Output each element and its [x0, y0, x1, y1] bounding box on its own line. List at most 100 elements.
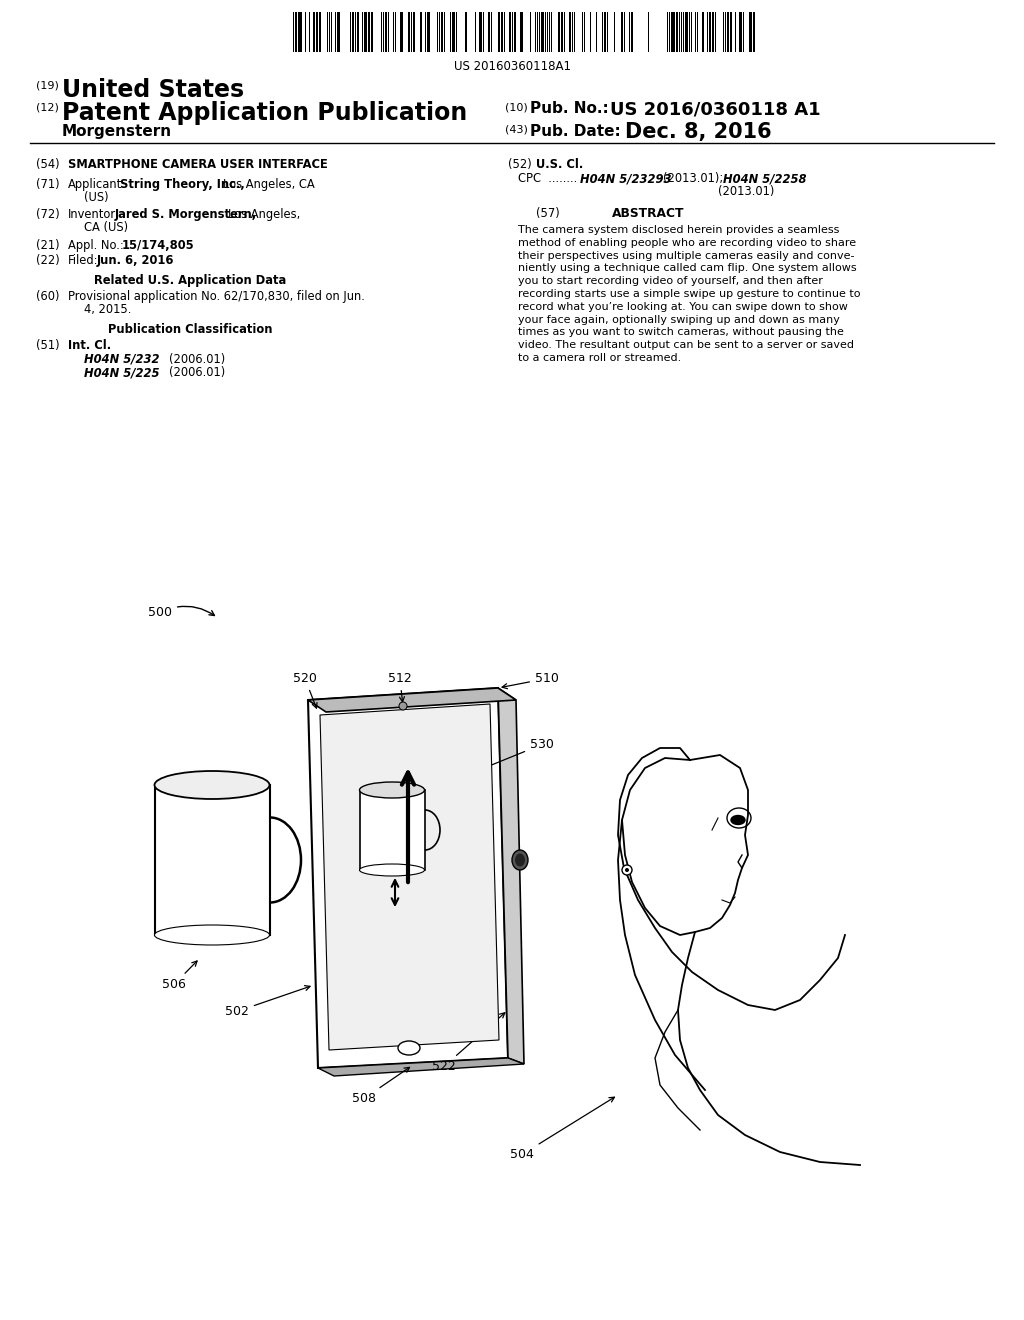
Bar	[501, 12, 503, 51]
Bar	[730, 12, 732, 51]
Text: you to start recording video of yourself, and then after: you to start recording video of yourself…	[518, 276, 823, 286]
Bar	[337, 12, 340, 51]
Text: CPC  ........: CPC ........	[518, 172, 578, 185]
Polygon shape	[155, 785, 270, 935]
Bar	[452, 12, 455, 51]
Bar	[514, 12, 516, 51]
Text: CA (US): CA (US)	[84, 220, 128, 234]
Ellipse shape	[731, 816, 745, 825]
Text: Provisional application No. 62/170,830, filed on Jun.: Provisional application No. 62/170,830, …	[68, 290, 365, 304]
Text: 510: 510	[502, 672, 559, 689]
Text: H04N 5/225: H04N 5/225	[84, 366, 160, 379]
Text: H04N 5/23293: H04N 5/23293	[580, 172, 672, 185]
Ellipse shape	[155, 925, 269, 945]
Text: Jun. 6, 2016: Jun. 6, 2016	[97, 253, 174, 267]
Bar	[319, 12, 321, 51]
Text: Los Angeles, CA: Los Angeles, CA	[223, 178, 314, 191]
Text: US 2016/0360118 A1: US 2016/0360118 A1	[610, 102, 820, 119]
Text: 508: 508	[352, 1068, 410, 1105]
Circle shape	[399, 702, 407, 710]
Bar	[702, 12, 705, 51]
Text: Int. Cl.: Int. Cl.	[68, 339, 112, 352]
Text: H04N 5/232: H04N 5/232	[84, 352, 160, 366]
Bar	[709, 12, 711, 51]
Text: 506: 506	[162, 961, 197, 991]
Bar	[561, 12, 563, 51]
Text: video. The resultant output can be sent to a server or saved: video. The resultant output can be sent …	[518, 341, 854, 350]
Text: Pub. Date:: Pub. Date:	[530, 124, 621, 139]
Bar	[295, 12, 297, 51]
Bar	[676, 12, 678, 51]
Text: (60): (60)	[36, 290, 59, 304]
Bar	[558, 12, 560, 51]
Text: (US): (US)	[84, 191, 109, 205]
Text: times as you want to switch cameras, without pausing the: times as you want to switch cameras, wit…	[518, 327, 844, 338]
Text: record what you’re looking at. You can swipe down to show: record what you’re looking at. You can s…	[518, 302, 848, 312]
Bar	[368, 12, 370, 51]
Bar	[400, 12, 403, 51]
Text: 522: 522	[432, 1012, 505, 1073]
Polygon shape	[319, 704, 499, 1049]
Text: your face again, optionally swiping up and down as many: your face again, optionally swiping up a…	[518, 314, 840, 325]
Ellipse shape	[515, 854, 525, 866]
Text: Patent Application Publication: Patent Application Publication	[62, 102, 467, 125]
Text: ABSTRACT: ABSTRACT	[611, 207, 684, 220]
Bar	[479, 12, 482, 51]
Text: 520: 520	[293, 672, 317, 708]
Bar	[498, 12, 500, 51]
Bar	[685, 12, 688, 51]
Text: Morgenstern: Morgenstern	[62, 124, 172, 139]
Text: Related U.S. Application Data: Related U.S. Application Data	[94, 275, 286, 286]
Polygon shape	[498, 688, 524, 1064]
Ellipse shape	[512, 850, 528, 870]
Polygon shape	[308, 688, 516, 711]
Bar	[465, 12, 467, 51]
Text: Jared S. Morgenstern,: Jared S. Morgenstern,	[115, 209, 257, 220]
Bar	[313, 12, 315, 51]
Bar	[727, 12, 729, 51]
Text: United States: United States	[62, 78, 244, 102]
Bar	[753, 12, 755, 51]
Text: Appl. No.:: Appl. No.:	[68, 239, 124, 252]
Text: (54): (54)	[36, 158, 59, 172]
Text: (51): (51)	[36, 339, 59, 352]
Text: Dec. 8, 2016: Dec. 8, 2016	[625, 121, 772, 143]
Text: (12): (12)	[36, 103, 58, 114]
Text: 504: 504	[510, 1097, 614, 1162]
Bar	[413, 12, 415, 51]
Bar	[749, 12, 752, 51]
Text: (10): (10)	[505, 103, 527, 114]
Text: (19): (19)	[36, 81, 58, 90]
Bar	[541, 12, 544, 51]
Bar	[739, 12, 742, 51]
Bar	[364, 12, 367, 51]
Ellipse shape	[359, 865, 425, 876]
Bar	[621, 12, 623, 51]
Bar	[631, 12, 633, 51]
Bar	[604, 12, 606, 51]
Text: Los Angeles,: Los Angeles,	[228, 209, 300, 220]
Text: 15/174,805: 15/174,805	[122, 239, 195, 252]
Polygon shape	[360, 789, 425, 870]
Text: (52): (52)	[508, 158, 531, 172]
Text: H04N 5/2258: H04N 5/2258	[723, 172, 807, 185]
Bar	[408, 12, 410, 51]
Text: niently using a technique called cam flip. One system allows: niently using a technique called cam fli…	[518, 264, 857, 273]
Bar	[569, 12, 571, 51]
Text: (22): (22)	[36, 253, 59, 267]
Text: 500: 500	[148, 606, 214, 619]
Text: (2006.01): (2006.01)	[169, 366, 225, 379]
Polygon shape	[318, 1059, 524, 1076]
Text: (72): (72)	[36, 209, 59, 220]
Text: (2013.01): (2013.01)	[718, 185, 774, 198]
Text: U.S. Cl.: U.S. Cl.	[536, 158, 584, 172]
Circle shape	[625, 869, 629, 873]
Text: SMARTPHONE CAMERA USER INTERFACE: SMARTPHONE CAMERA USER INTERFACE	[68, 158, 328, 172]
Text: (21): (21)	[36, 239, 59, 252]
Text: recording starts use a simple swipe up gesture to continue to: recording starts use a simple swipe up g…	[518, 289, 860, 300]
Bar	[371, 12, 373, 51]
Text: (2006.01): (2006.01)	[169, 352, 225, 366]
Text: String Theory, Inc.,: String Theory, Inc.,	[120, 178, 245, 191]
Text: Publication Classification: Publication Classification	[108, 323, 272, 337]
Bar	[316, 12, 318, 51]
